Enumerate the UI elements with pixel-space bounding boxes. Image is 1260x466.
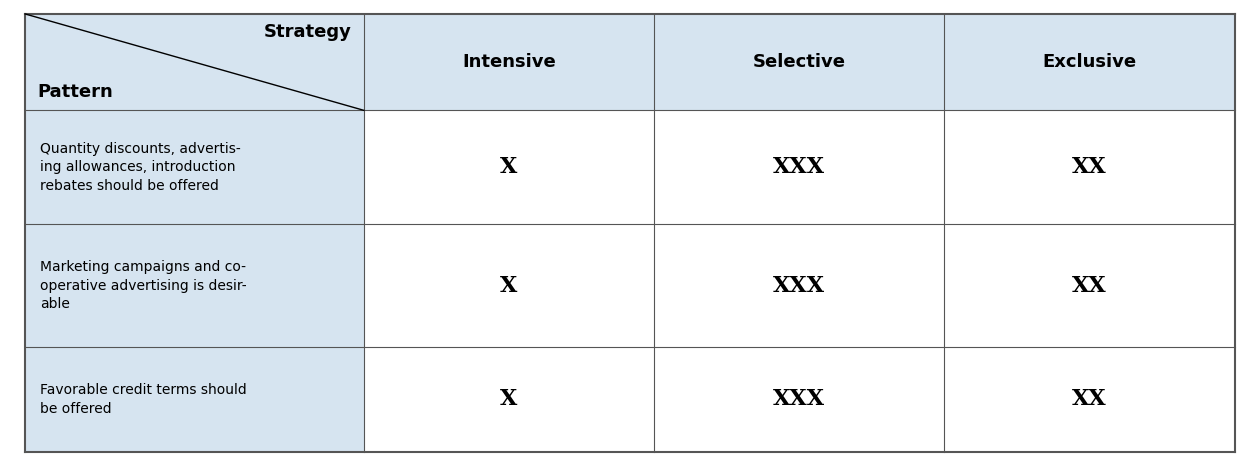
Bar (364, 110, 654, 224)
Text: XX: XX (1072, 156, 1108, 178)
Bar (654, 347, 945, 452)
Bar (25, 110, 364, 224)
Bar (364, 347, 654, 452)
Text: XXX: XXX (774, 389, 825, 411)
Bar (364, 14, 654, 110)
Text: XX: XX (1072, 274, 1108, 296)
Text: Pattern: Pattern (38, 83, 113, 101)
Bar (654, 14, 945, 110)
Text: XXX: XXX (774, 274, 825, 296)
Bar (945, 347, 1235, 452)
Text: X: X (500, 156, 518, 178)
Text: Selective: Selective (752, 53, 845, 71)
Bar (945, 110, 1235, 224)
Bar (654, 110, 945, 224)
Text: Strategy: Strategy (263, 23, 352, 41)
Bar (654, 224, 945, 347)
Text: Intensive: Intensive (462, 53, 556, 71)
Bar (945, 224, 1235, 347)
Bar (25, 347, 364, 452)
Text: X: X (500, 389, 518, 411)
Text: X: X (500, 274, 518, 296)
Bar (25, 224, 364, 347)
Text: XX: XX (1072, 389, 1108, 411)
Text: Favorable credit terms should
be offered: Favorable credit terms should be offered (40, 383, 247, 416)
Text: Marketing campaigns and co-
operative advertising is desir-
able: Marketing campaigns and co- operative ad… (40, 260, 247, 311)
Bar (945, 14, 1235, 110)
Text: XXX: XXX (774, 156, 825, 178)
Text: Exclusive: Exclusive (1042, 53, 1137, 71)
Bar (364, 224, 654, 347)
Text: Quantity discounts, advertis-
ing allowances, introduction
rebates should be off: Quantity discounts, advertis- ing allowa… (40, 142, 241, 193)
Bar (25, 14, 364, 110)
